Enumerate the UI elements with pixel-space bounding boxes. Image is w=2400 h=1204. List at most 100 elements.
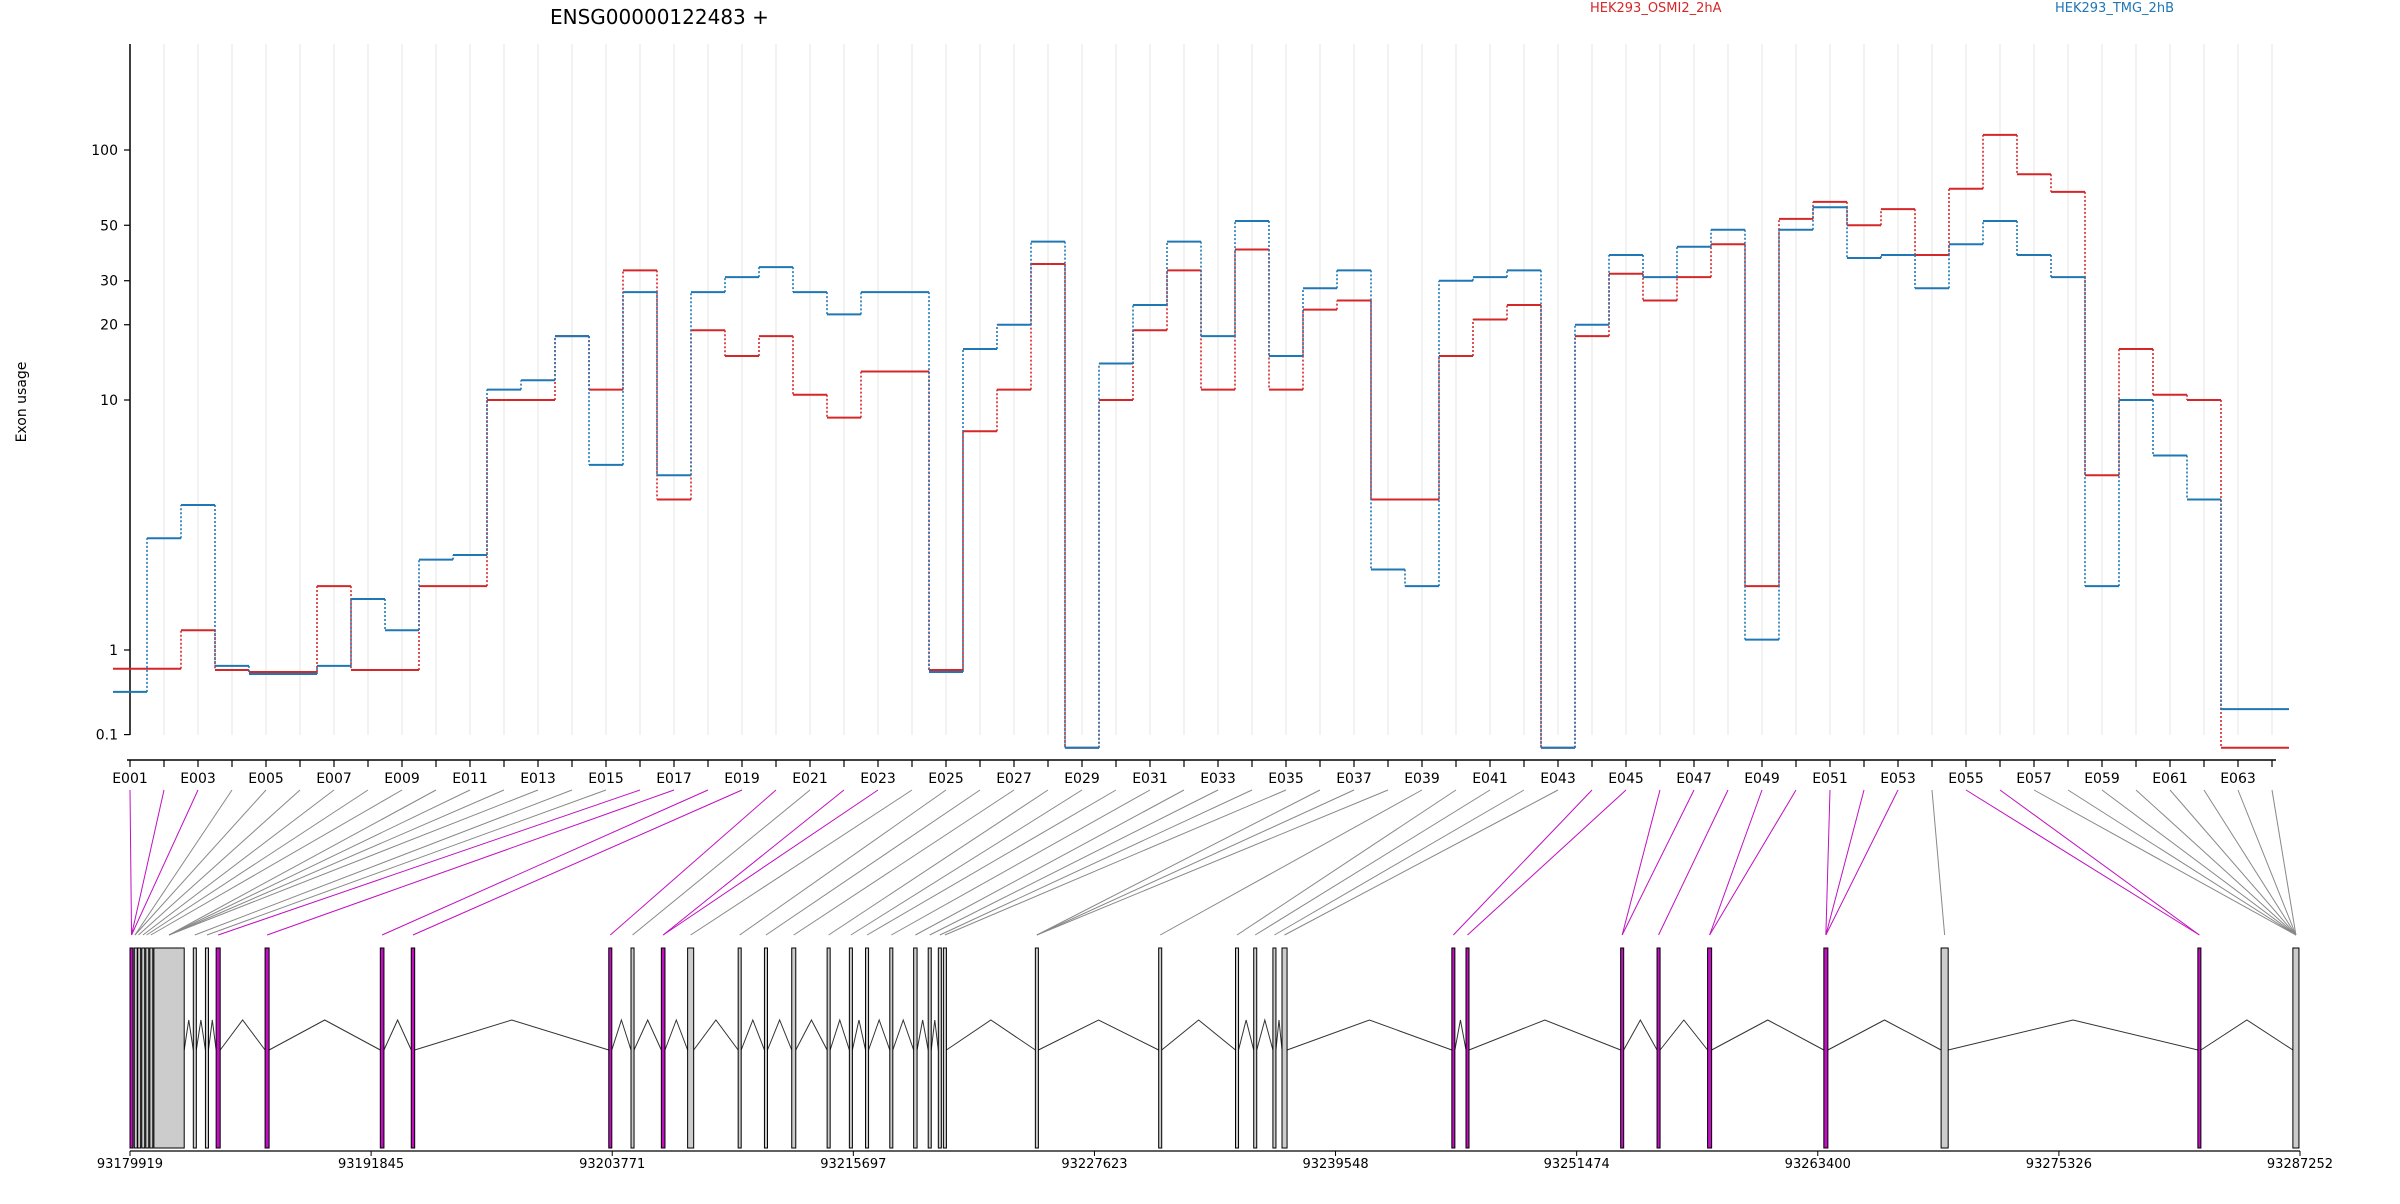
exon-connector: [2169, 789, 2297, 936]
exon-box: [145, 947, 150, 1149]
coordinate-tick-label: 93239548: [1302, 1157, 1368, 1172]
exon-tick-label: E033: [1200, 771, 1236, 787]
exon-tick-label: E047: [1676, 771, 1712, 787]
intron: [1238, 1019, 1255, 1051]
exon-tick-label: E037: [1336, 771, 1372, 787]
exon-tick-label: E027: [996, 771, 1032, 787]
intron: [383, 1018, 412, 1051]
exon-connector: [944, 789, 1287, 936]
coordinate-tick-label: 93263400: [1785, 1157, 1851, 1172]
exon-box: [927, 947, 932, 1149]
exon-connector: [850, 789, 1083, 936]
y-tick-label: 1: [109, 643, 118, 659]
exon-connector: [939, 789, 1253, 936]
exon-connector: [739, 789, 947, 936]
exon-tick-label: E043: [1540, 771, 1576, 787]
exon-box: [1823, 947, 1829, 1149]
exon-box: [737, 947, 742, 1149]
exon-box: [264, 947, 270, 1149]
exon-connector: [131, 789, 199, 936]
exon-connector: [609, 789, 777, 936]
exon-connector: [891, 789, 1151, 936]
exon-tick-label: E021: [792, 771, 828, 787]
intron: [633, 1018, 662, 1051]
y-axis: 0.1 1 10 20 30 50 100: [91, 44, 131, 744]
exon-box: [791, 947, 797, 1149]
exon-connector: [1658, 789, 1729, 936]
exon-connector: [1036, 789, 1321, 936]
intron: [219, 1019, 266, 1051]
intron: [1948, 1019, 2198, 1051]
exon-box: [129, 947, 134, 1149]
exon-connector: [915, 789, 1185, 936]
series-riser: [180, 134, 2222, 748]
exon-tick-label: E013: [520, 771, 556, 787]
exon-connector: [134, 789, 233, 936]
exon-tick-label: E017: [656, 771, 692, 787]
exon-tick-label: E039: [1404, 771, 1440, 787]
exon-connector: [929, 789, 1219, 936]
exon-connector: [1999, 789, 2200, 936]
exon-connector: [134, 789, 267, 936]
exon-connector: [138, 789, 301, 936]
y-tick-label: 30: [100, 274, 118, 290]
exon-connector: [2033, 789, 2297, 936]
intron: [767, 1018, 793, 1051]
exon-connector: [1709, 789, 1763, 936]
exon-box: [1281, 947, 1288, 1149]
exon-box: [660, 947, 666, 1149]
exon-connector: [1452, 789, 1593, 936]
exon-box: [410, 947, 416, 1149]
exon-connector: [1825, 789, 1865, 936]
y-tick-label: 20: [100, 318, 118, 334]
exon-connector: [206, 789, 607, 936]
exon-box: [763, 947, 768, 1149]
exon-box: [1272, 947, 1277, 1149]
y-axis-label: Exon usage: [14, 362, 30, 443]
exon-box: [942, 947, 947, 1149]
exon-connector: [2237, 789, 2297, 936]
exon-connector: [146, 789, 369, 936]
exon-box: [133, 947, 138, 1149]
y-tick-label: 10: [100, 393, 118, 409]
coordinate-tick-label: 93203771: [579, 1157, 645, 1172]
exon-box: [889, 947, 894, 1149]
series-layer: [113, 133, 2289, 749]
exon-box: [1465, 947, 1470, 1149]
legend-entry-osmi2: HEK293_OSMI2_2hA: [1590, 1, 1722, 16]
exon-box: [215, 947, 221, 1149]
exon-connector: [131, 789, 165, 936]
intron: [664, 1018, 689, 1051]
exon-connector: [1467, 789, 1627, 936]
exon-box: [1235, 947, 1240, 1149]
coordinate-tick-label: 93191845: [338, 1157, 404, 1172]
exon-box: [192, 947, 197, 1149]
exon-box: [848, 947, 853, 1149]
exon-connector: [866, 789, 1117, 936]
gene-model: [129, 947, 2300, 1149]
exon-connector: [765, 789, 981, 936]
exon-connector: [168, 789, 437, 936]
intron: [946, 1019, 1036, 1051]
exon-connector: [1825, 789, 1831, 936]
intron: [829, 1018, 850, 1051]
intron: [1038, 1019, 1159, 1051]
exon-connector: [2101, 789, 2297, 936]
intron: [740, 1018, 765, 1051]
exon-connector: [1254, 789, 1491, 936]
exon-tick-label: E011: [452, 771, 488, 787]
exon-connector: [218, 789, 641, 936]
exon-connector: [2135, 789, 2297, 936]
intron: [693, 1019, 739, 1051]
exon-connector: [1284, 789, 1559, 936]
intron: [930, 1019, 939, 1051]
exon-connector: [1825, 789, 1899, 936]
coordinate-tick-label: 93179919: [97, 1157, 163, 1172]
exon-tick-label: E029: [1064, 771, 1100, 787]
exon-box: [1158, 947, 1163, 1149]
series-tmg: [113, 206, 2289, 749]
exon-box: [1620, 947, 1625, 1149]
exon-box: [2197, 947, 2202, 1149]
exon-connector: [2271, 789, 2297, 936]
intron: [868, 1018, 891, 1051]
